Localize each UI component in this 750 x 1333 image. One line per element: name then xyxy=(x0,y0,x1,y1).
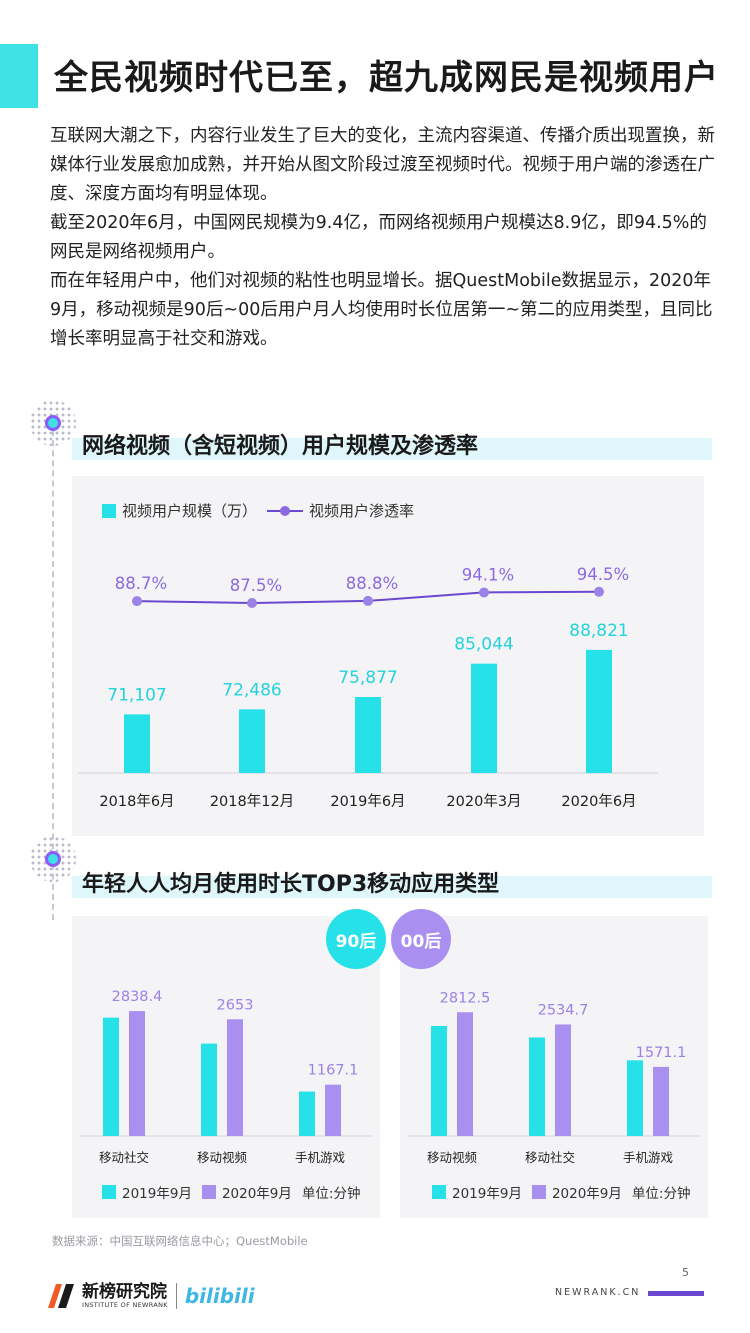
bar-2019 xyxy=(201,1043,217,1136)
bar-value-label: 88,821 xyxy=(569,621,628,641)
section-marker-dot xyxy=(45,851,61,867)
legend-label: 视频用户渗透率 xyxy=(309,502,415,520)
bar-value-label: 2838.4 xyxy=(112,989,163,1005)
x-tick-label: 2019年6月 xyxy=(330,793,405,810)
x-tick-label: 2020年3月 xyxy=(446,793,521,810)
bar-2020 xyxy=(227,1019,243,1136)
bar xyxy=(355,697,381,773)
bar-value-label: 72,486 xyxy=(222,680,281,700)
bar-2019 xyxy=(431,1026,447,1136)
x-tick-label: 2018年12月 xyxy=(210,793,294,810)
bar xyxy=(239,709,265,773)
legend-swatch-line xyxy=(267,505,304,516)
x-tick-label: 手机游戏 xyxy=(623,1150,673,1165)
unit-label: 单位:分钟 xyxy=(301,1186,361,1202)
x-tick-label: 移动视频 xyxy=(197,1150,248,1165)
chart-90s-usage: 2838.4 移动社交 2653 移动视频 1167.1 手机游戏 xyxy=(80,989,372,1165)
bar xyxy=(586,649,612,773)
section-heading-user-scale: 网络视频（含短视频）用户规模及渗透率 xyxy=(72,428,712,462)
bar-2019 xyxy=(299,1091,315,1136)
bar-value-label: 2812.5 xyxy=(440,990,491,1006)
heading-band xyxy=(72,438,712,460)
brand-divider xyxy=(175,1283,177,1309)
x-tick-label: 移动视频 xyxy=(427,1150,478,1165)
bar-2019 xyxy=(627,1060,643,1136)
page-title: 全民视频时代已至，超九成网民是视频用户 xyxy=(54,58,719,98)
bar-2020 xyxy=(325,1084,341,1136)
line-value-label: 88.8% xyxy=(346,574,398,593)
bar-value-label: 1571.1 xyxy=(636,1045,687,1061)
legend-swatch-2019 xyxy=(102,1185,116,1199)
intro-text: 互联网大潮之下，内容行业发生了巨大的变化，主流内容渠道、传播介质出现置换，新媒体… xyxy=(50,122,720,354)
newrank-logo-icon xyxy=(46,1282,76,1310)
chart2-legend: 2019年9月 2020年9月 单位:分钟 xyxy=(102,1182,360,1202)
section-marker-dot xyxy=(45,415,61,431)
title-accent-bar xyxy=(0,44,38,108)
x-tick-label: 移动社交 xyxy=(99,1150,149,1165)
chart-user-scale: 71,107 2018年6月 72,486 2018年12月 75,877 2019年6月… xyxy=(78,565,658,810)
bar-2020 xyxy=(653,1066,669,1136)
section-heading-app-usage: 年轻人人均月使用时长TOP3移动应用类型 xyxy=(72,866,712,900)
bar-2020 xyxy=(457,1012,473,1136)
line-value-label: 94.5% xyxy=(577,565,629,584)
bilibili-logo: bilibili xyxy=(184,1284,255,1308)
legend-swatch-2020 xyxy=(201,1185,216,1199)
intro-paragraph: 截至2020年6月，中国网民规模为9.4亿，而网络视频用户规模达8.9亿，即94… xyxy=(50,213,707,262)
x-tick-label: 手机游戏 xyxy=(295,1150,345,1165)
bar-value-label: 1167.1 xyxy=(308,1063,359,1079)
bar-2019 xyxy=(529,1037,545,1136)
legend-label: 视频用户规模（万） xyxy=(122,502,258,520)
brand-name-en: INSTITUTE OF NEWRANK xyxy=(82,1301,168,1309)
x-tick-label: 2018年6月 xyxy=(99,793,174,810)
brand-name: 新榜研究院 xyxy=(82,1282,167,1302)
site-accent-bar xyxy=(648,1291,704,1296)
bar-2020 xyxy=(555,1024,571,1136)
timeline-line xyxy=(52,420,54,920)
line-value-label: 88.7% xyxy=(115,574,167,593)
x-tick-label: 2020年6月 xyxy=(561,793,636,810)
chart-00s-usage: 2812.5 移动视频 2534.7 移动社交 1571.1 手机游戏 xyxy=(408,990,700,1165)
chart1-legend: 视频用户规模（万） 视频用户渗透率 xyxy=(102,500,414,521)
badge-90s: 90后 xyxy=(326,909,386,969)
chart-panel-90s xyxy=(72,916,380,1218)
line-point xyxy=(594,586,604,597)
intro-paragraph: 而在年轻用户中，他们对视频的粘性也明显增长。据QuestMobile数据显示，2… xyxy=(50,271,713,349)
section-title: 年轻人人均月使用时长TOP3移动应用类型 xyxy=(82,872,500,897)
line-value-label: 94.1% xyxy=(462,565,514,584)
line-point xyxy=(363,595,373,606)
bar-value-label: 2653 xyxy=(217,997,254,1013)
bar-value-label: 75,877 xyxy=(338,668,397,688)
bar-value-label: 71,107 xyxy=(107,685,166,705)
unit-label: 单位:分钟 xyxy=(631,1186,691,1202)
footer-brand: 新榜研究院 INSTITUTE OF NEWRANK bilibili xyxy=(46,1282,255,1310)
legend-swatch-2019 xyxy=(432,1185,446,1199)
bar xyxy=(471,663,497,773)
legend-label: 2020年9月 xyxy=(221,1186,292,1202)
x-tick-label: 移动社交 xyxy=(525,1150,575,1165)
bar xyxy=(124,714,150,773)
bar-value-label: 2534.7 xyxy=(538,1002,589,1018)
chart3-legend: 2019年9月 2020年9月 单位:分钟 xyxy=(432,1182,690,1202)
badge-00s: 00后 xyxy=(391,909,451,969)
line-value-label: 87.5% xyxy=(230,576,282,595)
intro-paragraph: 互联网大潮之下，内容行业发生了巨大的变化，主流内容渠道、传播介质出现置换，新媒体… xyxy=(50,126,715,204)
site-url: NEWRANK.CN xyxy=(555,1287,641,1298)
legend-label: 2020年9月 xyxy=(551,1186,622,1202)
data-source: 数据来源：中国互联网络信息中心；QuestMobile xyxy=(52,1234,308,1248)
legend-swatch-2020 xyxy=(531,1185,546,1199)
bar-value-label: 85,044 xyxy=(454,635,513,655)
legend-label: 2019年9月 xyxy=(122,1186,192,1202)
line-point xyxy=(132,596,142,607)
line-point xyxy=(247,598,257,608)
line-point xyxy=(479,587,489,598)
legend-label: 2019年9月 xyxy=(452,1186,522,1202)
section-title: 网络视频（含短视频）用户规模及渗透率 xyxy=(82,434,479,459)
bar-2020 xyxy=(129,1011,145,1136)
heading-band xyxy=(72,876,712,898)
page-number: 5 xyxy=(682,1266,689,1279)
legend-swatch-bar xyxy=(102,503,116,518)
bar-2019 xyxy=(103,1017,119,1136)
